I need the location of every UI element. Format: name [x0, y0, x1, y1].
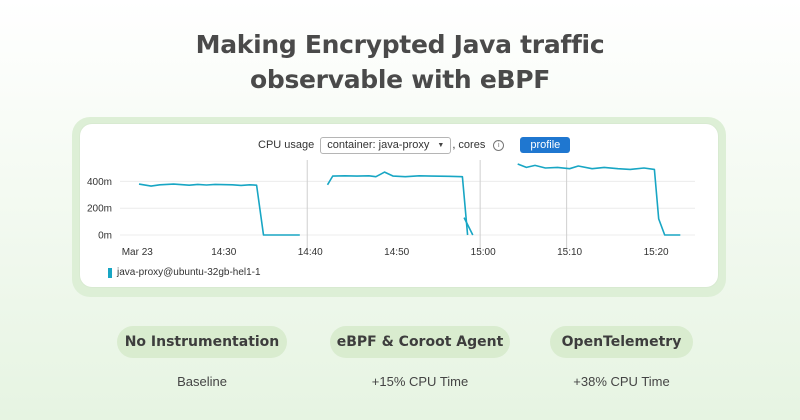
series-line [463, 217, 474, 236]
headline-line-1: Making Encrypted Java traffic [195, 30, 605, 59]
cpu-usage-label: CPU usage [258, 139, 315, 151]
x-tick-label: 15:00 [471, 247, 496, 258]
cores-label: , cores [452, 139, 486, 151]
chart-legend[interactable]: java-proxy@ubuntu-32gb-hel1-1 [108, 267, 261, 278]
series-line [138, 183, 300, 236]
result-baseline: Baseline [177, 374, 227, 389]
x-tick-label: 15:20 [644, 247, 669, 258]
x-tick-label: Mar 23 [122, 247, 154, 258]
result-opentelemetry: +38% CPU Time [573, 374, 670, 389]
info-icon[interactable]: i [493, 139, 505, 151]
y-tick-label: 400m [87, 177, 112, 188]
y-tick-label: 200m [87, 204, 112, 215]
result-ebpf: +15% CPU Time [371, 374, 469, 389]
x-tick-label: 14:40 [298, 247, 323, 258]
chevron-down-icon: ▼ [437, 141, 445, 149]
chart-controls: CPU usage container: java-proxy ▼ , core… [258, 136, 571, 154]
y-tick-label: 0m [98, 231, 112, 242]
series-line [517, 163, 681, 236]
container-select-value: container: java-proxy [327, 139, 430, 151]
approach-pill-opentelemetry: OpenTelemetry [550, 326, 693, 358]
approach-pill-ebpf-coroot: eBPF & Coroot Agent [330, 326, 510, 358]
series-line [326, 171, 469, 236]
x-tick-label: 14:30 [211, 247, 236, 258]
x-tick-label: 15:10 [557, 247, 582, 258]
x-tick-label: 14:50 [384, 247, 409, 258]
approach-pill-no-instrumentation: No Instrumentation [117, 326, 287, 358]
legend-label: java-proxy@ubuntu-32gb-hel1-1 [117, 267, 261, 278]
headline-line-2: observable with eBPF [249, 65, 551, 94]
container-select[interactable]: container: java-proxy ▼ [320, 136, 452, 154]
cpu-usage-chart: 400m 200m 0m Mar 23 14:30 14:40 14:50 15:00 15:1… [87, 160, 695, 258]
legend-swatch [108, 267, 112, 278]
profile-button[interactable]: profile [520, 137, 571, 153]
